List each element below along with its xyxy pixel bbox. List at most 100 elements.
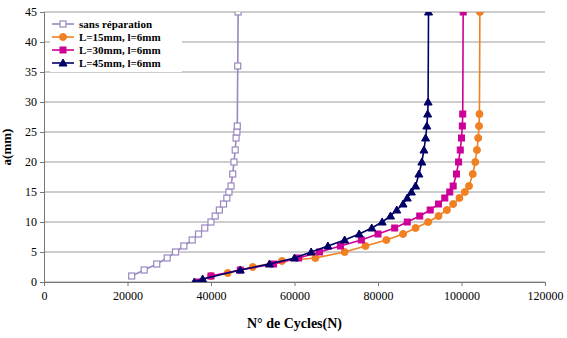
point [375, 231, 381, 237]
point [420, 146, 428, 153]
point [476, 123, 483, 130]
point [425, 219, 432, 226]
point [456, 159, 462, 165]
x-tick: 120000 [528, 282, 564, 303]
point [231, 159, 237, 165]
y-tick: 40 [25, 35, 44, 49]
x-tick-label: 40000 [197, 289, 227, 303]
x-tick-mark [295, 282, 296, 286]
point [232, 147, 238, 153]
legend-entry: L=15mm, l=6mm [52, 31, 161, 43]
y-tick-mark [40, 282, 44, 283]
series-markers [195, 12, 466, 282]
y-axis: 051015202530354045 [25, 5, 45, 289]
series-markers [190, 12, 432, 282]
point [368, 224, 376, 231]
legend-entry: L=45mm, l=6mm [52, 57, 161, 69]
point [312, 255, 319, 262]
y-tick-mark [40, 12, 44, 13]
point [228, 183, 234, 189]
point [224, 195, 230, 201]
x-tick: 80000 [364, 282, 394, 303]
series-markers [208, 12, 484, 280]
legend-entry: L=30mm, l=6mm [52, 44, 161, 56]
legend-background [50, 16, 182, 72]
x-tick-mark [211, 282, 212, 286]
x-tick-label: 60000 [280, 289, 310, 303]
point [234, 123, 240, 129]
point [324, 242, 332, 249]
y-tick: 45 [25, 5, 44, 19]
x-tick-mark [545, 282, 546, 286]
point [291, 254, 299, 261]
series-line [198, 12, 463, 282]
y-tick-mark [40, 42, 44, 43]
y-tick: 10 [25, 215, 44, 229]
y-tick-label: 25 [25, 125, 37, 139]
point [400, 231, 407, 238]
y-tick-label: 15 [25, 185, 37, 199]
legend-label: L=30mm, l=6mm [79, 44, 161, 56]
point [164, 255, 170, 261]
y-tick: 15 [25, 185, 44, 199]
grid [44, 12, 545, 282]
point [383, 237, 390, 244]
point [154, 261, 160, 267]
point [450, 183, 456, 189]
point [422, 134, 430, 141]
x-axis-line [45, 283, 546, 287]
point [412, 182, 420, 189]
point [378, 218, 386, 225]
y-tick: 25 [25, 125, 44, 139]
grid-line [44, 222, 545, 223]
point [450, 201, 457, 208]
point [404, 219, 410, 225]
grid-line [44, 12, 545, 13]
point [460, 111, 466, 117]
y-tick-label: 40 [25, 35, 37, 49]
y-axis-title: a(mm) [0, 129, 14, 166]
point [265, 260, 273, 267]
point [424, 98, 432, 105]
point [237, 267, 243, 273]
legend-marker [59, 59, 67, 66]
y-tick: 0 [31, 275, 44, 289]
y-tick: 5 [31, 245, 44, 259]
point [476, 111, 483, 118]
y-tick-mark [40, 222, 44, 223]
point [459, 123, 465, 129]
point [447, 189, 453, 195]
y-tick-label: 0 [31, 275, 37, 289]
series-line [194, 12, 428, 282]
point [418, 158, 426, 165]
point [456, 195, 463, 202]
legend-label: L=15mm, l=6mm [79, 31, 161, 43]
y-tick-label: 10 [25, 215, 37, 229]
point [423, 122, 431, 129]
point [202, 225, 208, 231]
legend: sans réparationL=15mm, l=6mmL=30mm, l=6m… [50, 16, 182, 72]
y-tick-label: 45 [25, 5, 37, 19]
x-axis-title: N° de Cycles(N) [247, 316, 342, 332]
y-tick-mark [40, 252, 44, 253]
point [341, 249, 348, 256]
series-line [211, 12, 480, 276]
point [475, 135, 482, 142]
point [457, 147, 463, 153]
legend-label: sans réparation [79, 18, 152, 30]
point [236, 266, 244, 273]
point [307, 248, 315, 255]
y-tick-label: 35 [25, 65, 37, 79]
point [392, 225, 398, 231]
y-tick-label: 30 [25, 95, 37, 109]
grid-line [44, 252, 545, 253]
chart: 0200004000060000800001000001200000510152… [0, 0, 567, 338]
point [476, 12, 483, 16]
point [341, 236, 349, 243]
point [235, 63, 241, 69]
x-tick: 60000 [280, 282, 310, 303]
point [466, 183, 473, 190]
point [427, 207, 433, 213]
point [425, 12, 433, 15]
point [436, 201, 442, 207]
